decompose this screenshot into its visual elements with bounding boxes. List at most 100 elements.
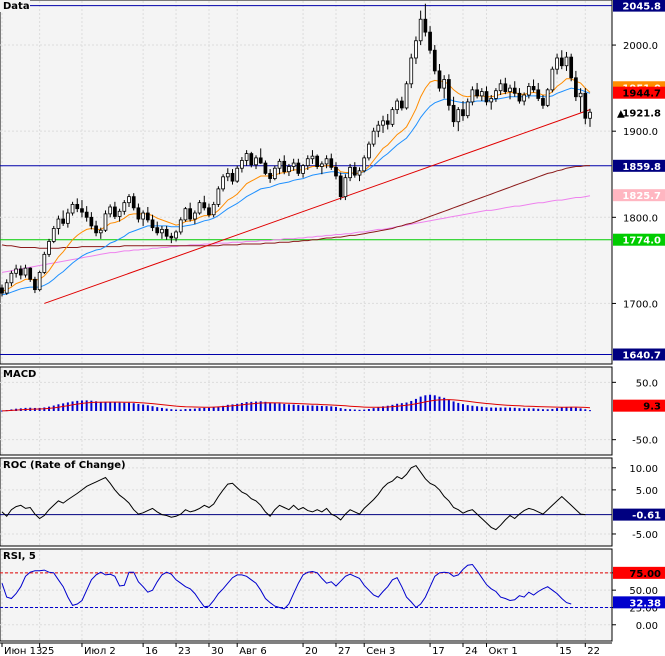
macd-bar [198, 408, 201, 411]
rsi-line [1, 563, 572, 610]
macd-bar [363, 409, 366, 411]
candle-body [465, 101, 470, 117]
candle-body [61, 218, 66, 224]
candle-body [512, 87, 517, 94]
ema-orange-line [1, 78, 591, 292]
macd-bar [278, 403, 281, 411]
candle-body [207, 207, 211, 216]
macd-value-badge-bg [613, 399, 665, 412]
candle-body [385, 120, 390, 125]
x-tick-label: 27 [338, 646, 351, 656]
candle-body [56, 218, 61, 229]
macd-bar [541, 409, 544, 411]
candle-body [188, 208, 193, 220]
roc-value-badge: -0.61 [632, 511, 661, 522]
candle-body [155, 227, 160, 234]
candle-body [437, 70, 442, 89]
macd-bar [118, 402, 121, 411]
candle-body [310, 155, 315, 160]
candle-body [334, 166, 338, 177]
candle-body [559, 57, 564, 67]
macd-bar [339, 408, 342, 411]
macd-bar [584, 409, 587, 411]
macd-bar [128, 402, 131, 411]
trendline [44, 109, 591, 304]
x-tick-label: 30 [211, 646, 224, 656]
candle-body [508, 87, 512, 92]
macd-bar [334, 406, 337, 411]
macd-bar [386, 405, 389, 411]
macd-bar [250, 401, 253, 411]
macd-bar [137, 404, 140, 411]
price-badge-bg [613, 233, 665, 246]
macd-bar [184, 409, 187, 411]
candle-body [235, 167, 240, 182]
candle-body [442, 79, 447, 89]
candle-body [541, 98, 545, 106]
price-panel: Data 2000.01900.01800.01700.02045.81951.… [0, 0, 665, 365]
candle-body [545, 89, 550, 106]
x-tick-label: 25 [42, 646, 55, 656]
x-tick-label: 23 [178, 646, 191, 656]
price-badge: 1859.8 [622, 162, 661, 173]
candle-body [517, 92, 522, 102]
roc-tick-label: 10.00 [629, 464, 658, 475]
candle-body [117, 210, 122, 217]
macd-bar [175, 409, 178, 411]
macd-bar [532, 408, 535, 411]
candle-body [574, 77, 578, 98]
candle-body [588, 111, 592, 119]
candle-body [526, 86, 531, 96]
candle-body [80, 208, 84, 213]
candle-body [376, 124, 381, 132]
macd-bar [90, 400, 93, 411]
macd-bar [382, 406, 385, 411]
candle-body [28, 267, 33, 280]
candle-body [150, 219, 155, 229]
macd-bar [273, 403, 276, 411]
candle-body [418, 18, 423, 42]
rsi-tick-label: 25.00 [629, 603, 658, 614]
macd-bar [565, 406, 568, 411]
candle-body [164, 228, 169, 237]
candle-body [113, 206, 117, 217]
macd-bar [217, 406, 220, 411]
candle-body [127, 196, 131, 204]
macd-bar [391, 404, 394, 411]
candle-body [183, 208, 188, 221]
roc-title: ROC (Rate of Change) [3, 460, 126, 471]
macd-bar [264, 401, 267, 411]
macd-tick-label: 50.0 [636, 378, 658, 389]
x-axis: Июн 13 25 Июл 2 16 23 30 Авг 6 20 27 Сен 3 17 24 Окт… [0, 642, 612, 656]
candle-body [479, 91, 484, 97]
macd-bar [589, 410, 591, 412]
macd-bar [231, 404, 234, 411]
roc-value-badge-bg [613, 508, 665, 521]
macd-bar [302, 405, 305, 411]
candle-body [202, 202, 207, 209]
roc-line [1, 464, 586, 531]
macd-bar [344, 408, 347, 411]
candle-body [225, 172, 230, 178]
candle-body [428, 31, 432, 51]
candle-body [263, 162, 268, 174]
macd-bar [504, 407, 507, 411]
candle-body [447, 79, 451, 106]
macd-bar [570, 406, 573, 411]
macd-bar [259, 401, 262, 411]
macd-bar [226, 404, 229, 411]
macd-bar [429, 394, 432, 411]
macd-bar [283, 404, 286, 411]
candle-body [282, 160, 287, 173]
macd-bar [1, 410, 3, 412]
rsi-plot-bg [0, 548, 613, 642]
price-badge-marker: ▲ [617, 108, 625, 119]
candle-body [371, 130, 376, 145]
macd-bar [466, 405, 469, 411]
candle-body [9, 272, 14, 284]
rsi-tick-label: 50.00 [629, 586, 658, 597]
macd-bar [311, 405, 314, 411]
macd-bar [123, 402, 126, 411]
macd-bar [556, 408, 559, 411]
